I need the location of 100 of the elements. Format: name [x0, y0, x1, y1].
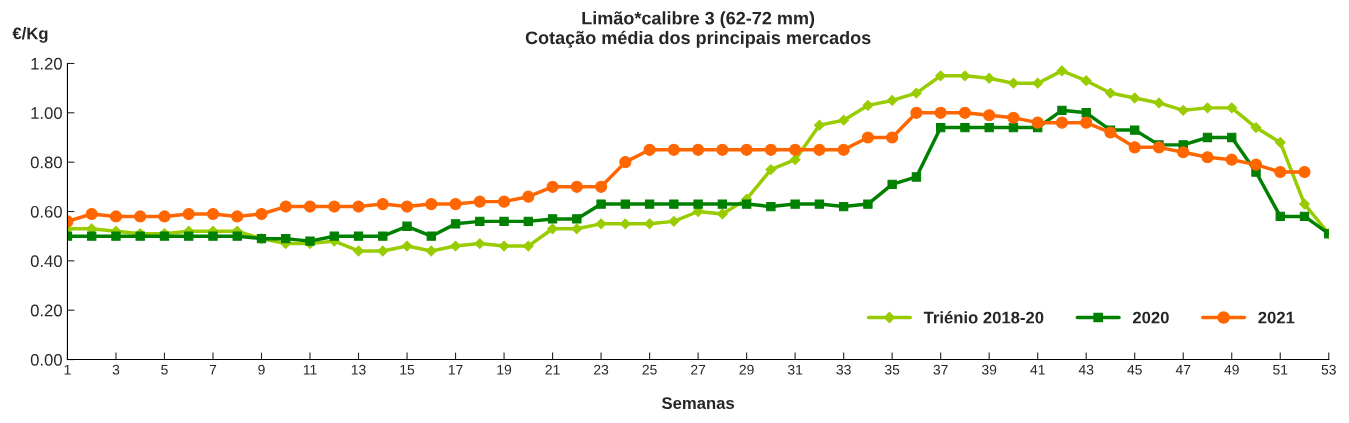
x-tick-label: 45 [1127, 364, 1142, 375]
point [1008, 77, 1019, 89]
x-tick-label: 37 [933, 364, 948, 375]
point [547, 223, 558, 235]
point [1250, 122, 1262, 134]
point [231, 210, 244, 223]
point [863, 199, 873, 209]
point [1032, 77, 1044, 89]
point [1057, 105, 1067, 116]
y-tick-label: 0.40 [30, 255, 62, 268]
point [1202, 102, 1213, 114]
point [838, 201, 849, 212]
point [85, 207, 98, 221]
point [862, 99, 874, 111]
legend-label: 2020 [1132, 311, 1169, 324]
point [669, 199, 679, 209]
point [208, 231, 218, 241]
point [376, 198, 389, 211]
point [692, 143, 705, 156]
point [450, 219, 461, 229]
x-tick-label: 9 [258, 364, 265, 375]
x-tick-label: 39 [981, 364, 997, 375]
x-tick-label: 23 [594, 364, 609, 375]
point [766, 201, 776, 212]
point [910, 87, 922, 99]
point [1226, 102, 1238, 114]
point [206, 207, 220, 221]
point [402, 221, 412, 231]
x-tick-label: 11 [303, 364, 317, 375]
x-tick-label: 31 [787, 364, 803, 375]
x-tick-label: 41 [1030, 364, 1045, 375]
point [547, 214, 558, 224]
x-tick-label: 3 [112, 364, 120, 375]
point [1249, 158, 1263, 171]
point [182, 207, 195, 221]
point [475, 216, 485, 227]
point [886, 131, 899, 144]
x-tick-label: 27 [691, 364, 706, 375]
point [572, 214, 582, 224]
point [983, 72, 995, 84]
point [668, 215, 680, 227]
point [1201, 151, 1214, 164]
point [1007, 111, 1020, 124]
point [667, 143, 680, 156]
point [717, 199, 728, 209]
y-tick-label: 1.20 [31, 57, 62, 70]
point [1275, 211, 1285, 222]
point [279, 200, 292, 213]
point [1031, 116, 1044, 129]
chart-title: Limão*calibre 3 (62-72 mm) Cotação média dos principais mercados [525, 11, 871, 48]
y-axis-title: €/Kg [12, 27, 48, 43]
point [232, 231, 242, 241]
point [1055, 116, 1069, 129]
y-tick-label: 0.20 [30, 304, 62, 317]
x-tick-label: 7 [209, 364, 217, 375]
point [1056, 65, 1068, 77]
point [425, 245, 437, 257]
point [596, 199, 606, 209]
point [449, 198, 462, 211]
point [329, 231, 339, 241]
point [1227, 132, 1237, 143]
x-tick-label: 35 [884, 364, 900, 375]
point [255, 207, 268, 221]
point [741, 199, 752, 209]
point [303, 200, 317, 213]
x-tick-label: 47 [1175, 364, 1191, 375]
x-tick-label: 53 [1321, 364, 1336, 375]
point [353, 245, 364, 257]
x-tick-label: 43 [1078, 364, 1094, 375]
point [910, 106, 923, 119]
point [523, 216, 533, 227]
x-tick-label: 17 [448, 364, 463, 375]
point [1274, 136, 1286, 148]
point [497, 195, 511, 208]
point [1177, 104, 1189, 116]
legend-label: Triénio 2018-20 [923, 311, 1044, 324]
point [1202, 132, 1213, 143]
point [1130, 125, 1140, 135]
point [1299, 211, 1310, 222]
point [886, 95, 898, 106]
point [764, 143, 777, 156]
point [546, 180, 559, 193]
x-axis-title: Semanas [661, 397, 735, 410]
point [400, 200, 414, 213]
y-tick-label: 0.80 [30, 156, 62, 169]
point [861, 131, 874, 144]
x-tick-label: 13 [351, 364, 366, 375]
point [425, 198, 438, 211]
point [619, 156, 632, 169]
x-tick-label: 21 [545, 364, 560, 375]
point [813, 119, 825, 131]
point [1152, 141, 1166, 154]
point [960, 122, 970, 133]
point [184, 231, 194, 241]
point [401, 240, 413, 252]
point [934, 106, 947, 119]
point [1129, 92, 1141, 104]
point [838, 114, 850, 126]
point [1153, 97, 1165, 109]
point [643, 143, 656, 156]
